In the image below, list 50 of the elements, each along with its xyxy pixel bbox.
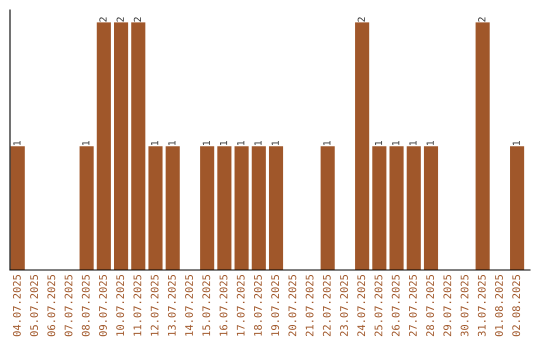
x-tick-label: 09.07.2025 (99, 275, 107, 336)
x-tick-label: 12.07.2025 (150, 275, 159, 336)
data-label: 1 (237, 140, 244, 146)
x-tick-label: 29.07.2025 (443, 275, 452, 336)
x-tick-label: 31.07.2025 (478, 275, 486, 336)
x-tick-label: 05.07.2025 (30, 275, 38, 336)
x-tick-label: 22.07.2025 (322, 275, 331, 336)
data-label: 1 (426, 140, 434, 146)
data-label: 1 (254, 140, 262, 146)
data-label: 1 (272, 140, 279, 146)
x-tick-label: 18.07.2025 (254, 275, 262, 336)
data-label: 1 (374, 140, 382, 146)
x-tick-label: 24.07.2025 (357, 275, 366, 336)
data-label: 1 (512, 140, 520, 146)
x-tick-label: 16.07.2025 (220, 275, 228, 336)
data-label: 2 (358, 17, 365, 22)
x-tick-label: 27.07.2025 (408, 275, 417, 336)
x-tick-label: 08.07.2025 (82, 275, 90, 336)
data-label: 1 (13, 140, 20, 146)
x-tick-label: 01.08.2025 (495, 275, 503, 336)
x-tick-label: 19.07.2025 (271, 275, 280, 336)
data-label: 2 (134, 17, 141, 22)
x-tick-label: 07.07.2025 (64, 275, 72, 336)
x-tick-label: 23.07.2025 (340, 275, 348, 336)
x-tick-label: 13.07.2025 (168, 275, 176, 336)
x-tick-label: 25.07.2025 (374, 275, 382, 336)
x-tick-label: 28.07.2025 (426, 275, 434, 336)
data-label: 1 (392, 140, 400, 146)
x-tick-label: 26.07.2025 (392, 275, 400, 336)
data-label: 1 (151, 140, 158, 146)
x-tick-label: 06.07.2025 (47, 275, 56, 336)
x-tick-label: 30.07.2025 (460, 275, 468, 336)
data-label: 1 (168, 140, 176, 146)
x-tick-label: 02.08.2025 (512, 275, 520, 336)
data-label: 1 (82, 140, 90, 146)
x-tick-label: 21.07.2025 (306, 275, 314, 336)
data-label: 2 (116, 17, 124, 22)
x-tick-label: 14.07.2025 (185, 275, 193, 336)
x-tick-label: 15.07.2025 (202, 275, 210, 336)
data-label: 2 (99, 17, 107, 22)
x-tick-label: 10.07.2025 (116, 275, 124, 336)
data-label: 1 (323, 140, 330, 146)
x-tick-label: 17.07.2025 (236, 275, 245, 336)
x-tick-label: 20.07.2025 (288, 275, 296, 336)
data-label: 1 (409, 140, 416, 146)
data-label: 1 (220, 140, 228, 146)
x-tick-label: 04.07.2025 (12, 275, 21, 336)
data-label: 1 (202, 140, 210, 146)
data-label: 2 (478, 17, 486, 22)
x-tick-label: 11.07.2025 (133, 275, 142, 336)
